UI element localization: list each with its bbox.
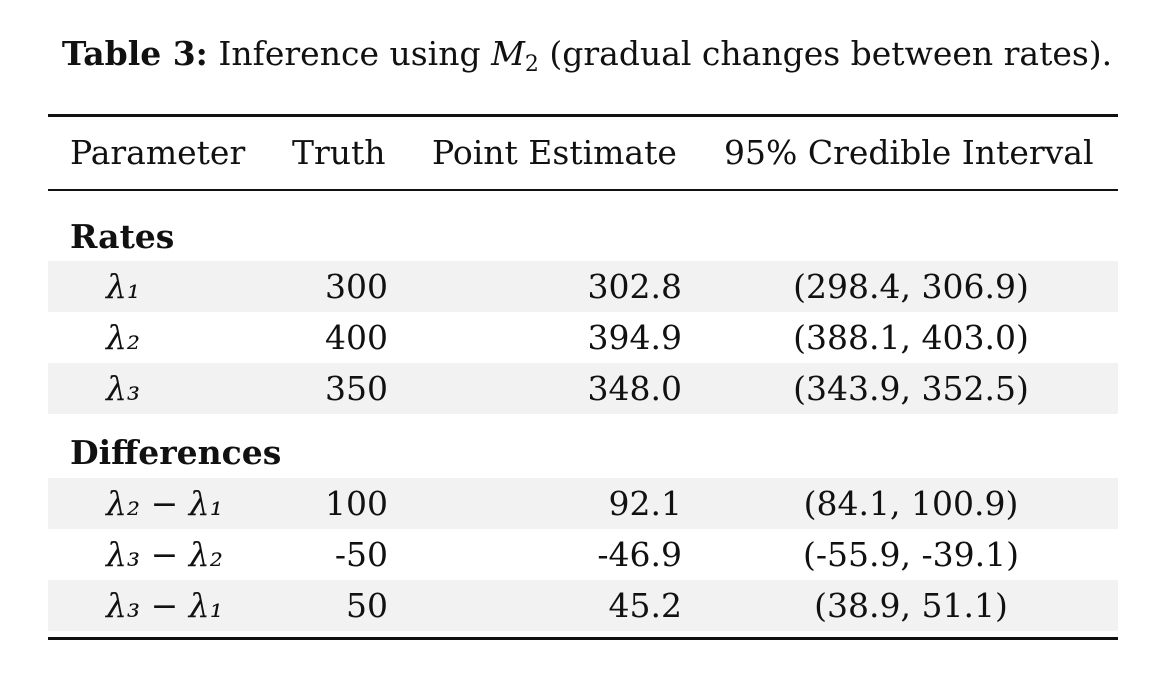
cell-estimate: 92.1 — [608, 484, 682, 523]
section-title-differences: Differences — [48, 428, 1118, 478]
table-header-rule — [48, 189, 1118, 191]
cell-truth: 100 — [325, 484, 388, 523]
table-bottom-rule — [48, 637, 1118, 640]
cell-parameter: λ₁ — [106, 267, 141, 306]
cell-interval: (-55.9, -39.1) — [803, 535, 1019, 574]
cell-interval: (38.9, 51.1) — [814, 586, 1008, 625]
header-parameter: Parameter — [70, 133, 246, 172]
table-row: λ₃ − λ₂ -50 -46.9 (-55.9, -39.1) — [48, 529, 1118, 580]
table-row: λ₃ 350 348.0 (343.9, 352.5) — [48, 363, 1118, 414]
cell-estimate: -46.9 — [597, 535, 682, 574]
cell-estimate: 45.2 — [608, 586, 682, 625]
cell-truth: -50 — [334, 535, 388, 574]
table-caption: Table 3: Inference using M2 (gradual cha… — [0, 30, 1174, 89]
cell-interval: (343.9, 352.5) — [793, 369, 1029, 408]
cell-parameter: λ₃ − λ₁ — [106, 586, 223, 625]
table-row: λ₂ 400 394.9 (388.1, 403.0) — [48, 312, 1118, 363]
cell-estimate: 394.9 — [587, 318, 682, 357]
cell-truth: 350 — [325, 369, 388, 408]
table-top-rule — [48, 114, 1118, 117]
caption-model-subscript: 2 — [524, 52, 539, 77]
cell-interval: (388.1, 403.0) — [793, 318, 1029, 357]
cell-truth: 400 — [325, 318, 388, 357]
caption-label: Table 3: — [61, 34, 208, 73]
cell-parameter: λ₃ — [106, 369, 141, 408]
cell-interval: (298.4, 306.9) — [793, 267, 1029, 306]
cell-estimate: 302.8 — [587, 267, 682, 306]
section-title-rates: Rates — [48, 213, 1118, 261]
cell-parameter: λ₃ − λ₂ — [106, 535, 223, 574]
header-estimate: Point Estimate — [432, 133, 677, 172]
table-header-row: Parameter Truth Point Estimate 95% Credi… — [48, 117, 1118, 189]
caption-model-symbol: M — [491, 34, 525, 73]
cell-parameter: λ₂ − λ₁ — [106, 484, 223, 523]
cell-estimate: 348.0 — [587, 369, 682, 408]
cell-truth: 50 — [346, 586, 388, 625]
table-row: λ₂ − λ₁ 100 92.1 (84.1, 100.9) — [48, 478, 1118, 529]
caption-text-before: Inference using — [218, 34, 492, 73]
header-truth: Truth — [292, 133, 386, 172]
cell-truth: 300 — [325, 267, 388, 306]
results-table: Parameter Truth Point Estimate 95% Credi… — [48, 114, 1118, 640]
section-title: Rates — [70, 217, 175, 256]
header-interval: 95% Credible Interval — [724, 133, 1094, 172]
table-row: λ₁ 300 302.8 (298.4, 306.9) — [48, 261, 1118, 312]
cell-parameter: λ₂ — [106, 318, 141, 357]
caption-text-after: (gradual changes between rates). — [538, 34, 1113, 73]
table-row: λ₃ − λ₁ 50 45.2 (38.9, 51.1) — [48, 580, 1118, 631]
section-title: Differences — [70, 433, 282, 472]
cell-interval: (84.1, 100.9) — [803, 484, 1019, 523]
